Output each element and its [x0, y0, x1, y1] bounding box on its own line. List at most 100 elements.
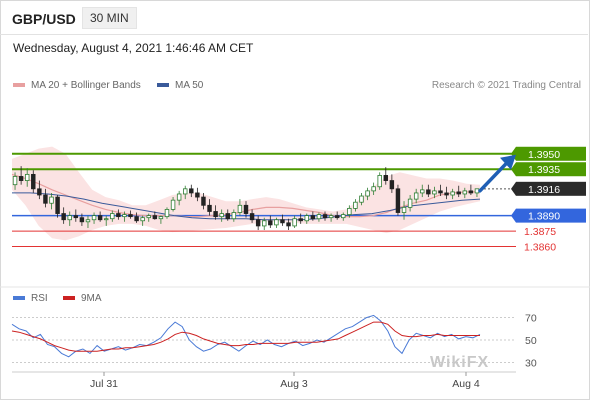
candle [79, 213, 85, 226]
level-label-1.3950: 1.3950 [528, 149, 560, 161]
candle-body [31, 173, 36, 190]
rsi-swatch [13, 296, 25, 301]
legend-ma50: MA 50 [157, 80, 203, 91]
candle [103, 215, 109, 226]
candle [432, 186, 437, 199]
forecast-arrow-head [500, 154, 516, 170]
candle-body [432, 190, 437, 195]
candle-body [49, 196, 54, 204]
candle [116, 209, 121, 220]
candle-body [122, 214, 127, 218]
candle-body [286, 222, 291, 227]
candle-body [389, 180, 395, 190]
candle-body [189, 188, 194, 194]
candle-body [395, 188, 401, 213]
ma20-swatch [13, 83, 25, 88]
candle [37, 180, 42, 200]
candle-body [237, 204, 243, 213]
candle [322, 211, 328, 221]
candle [243, 201, 249, 218]
candle-body [164, 209, 170, 218]
candle [164, 207, 170, 219]
level-label-1.3860: 1.3860 [524, 242, 556, 254]
level-label-1.3916: 1.3916 [528, 184, 560, 196]
candle [407, 195, 413, 212]
candle [383, 167, 389, 185]
candle-body [347, 207, 352, 215]
candle-body [67, 215, 72, 221]
candle [128, 210, 133, 219]
candle [292, 215, 297, 228]
candle-body [334, 215, 340, 219]
candle-body [91, 215, 97, 221]
candle [170, 197, 176, 212]
candle-body [134, 216, 139, 222]
candle-body [353, 201, 358, 209]
candle [438, 184, 443, 197]
candle-body [450, 191, 455, 196]
candle-body [79, 217, 85, 223]
level-tag-1.3950 [516, 146, 586, 161]
level-tag-pointer-1.3890 [511, 208, 516, 223]
candle-body [304, 215, 310, 222]
x-tick-label: Aug 4 [452, 378, 480, 390]
candle [401, 201, 407, 220]
candle-body [328, 215, 334, 219]
candle [176, 190, 182, 206]
candle-body [243, 204, 249, 214]
candle [371, 182, 376, 195]
rsi-ma-swatch [63, 296, 75, 301]
candle [140, 215, 145, 226]
candle [195, 187, 200, 202]
candle-body [219, 213, 224, 218]
candle [158, 215, 164, 224]
candle-body [280, 219, 285, 224]
candle [67, 211, 72, 226]
candle-body [371, 186, 376, 192]
candle [225, 209, 230, 221]
candle-body [292, 218, 297, 227]
candle-body [365, 190, 370, 197]
candle-body [140, 217, 145, 222]
candle [365, 187, 370, 201]
candle [182, 185, 188, 200]
x-tick-label: Aug 3 [280, 378, 308, 390]
candle-body [12, 176, 18, 186]
candle [462, 187, 468, 199]
candle-body [426, 189, 431, 195]
candle [207, 199, 212, 216]
candle [268, 215, 273, 228]
candle [152, 211, 158, 220]
candle [450, 188, 455, 200]
candle-body [152, 215, 158, 220]
candle [334, 211, 340, 220]
candle-body [377, 175, 382, 188]
level-tag-pointer-1.3916 [511, 181, 516, 196]
candle-body [322, 214, 328, 219]
currency-pair-title: GBP/USD [12, 11, 76, 27]
candle [359, 192, 364, 206]
candle [249, 209, 255, 223]
candle-body [249, 213, 255, 221]
timeframe-badge[interactable]: 30 MIN [82, 7, 137, 29]
candle-body [274, 219, 279, 226]
rsi-ma-label: 9MA [81, 293, 102, 304]
candle-body [170, 199, 176, 210]
legend-ma20: MA 20 + Bollinger Bands [13, 80, 141, 91]
candle-body [456, 191, 461, 195]
candle-body [73, 215, 79, 219]
candle-body [268, 220, 273, 226]
candle [316, 212, 322, 222]
candle [134, 212, 139, 223]
candle [24, 168, 30, 187]
candle-body [158, 216, 164, 220]
candle-body [110, 213, 115, 220]
candle [122, 211, 127, 222]
candle [237, 199, 243, 216]
candle-body [18, 176, 24, 181]
candle-body [195, 192, 200, 198]
candle-body [255, 219, 261, 227]
x-tick-label: Jul 31 [90, 378, 118, 390]
candle [426, 184, 431, 198]
candle [328, 213, 334, 222]
